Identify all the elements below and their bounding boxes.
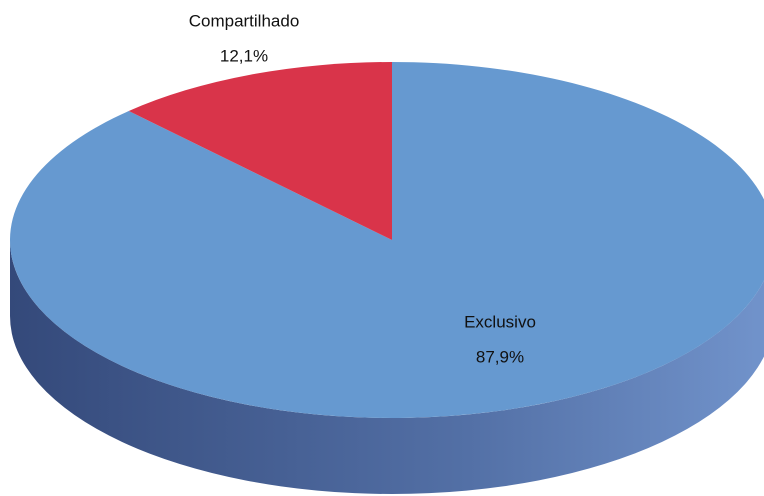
slice: [10, 62, 764, 418]
slice-label: Compartilhado: [189, 11, 300, 30]
slice-label: Exclusivo: [464, 312, 536, 331]
slice: [128, 61, 392, 240]
slice-side: [10, 240, 764, 494]
slice-value-label: 12,1%: [220, 46, 268, 65]
slice-value-label: 87,9%: [476, 347, 524, 366]
